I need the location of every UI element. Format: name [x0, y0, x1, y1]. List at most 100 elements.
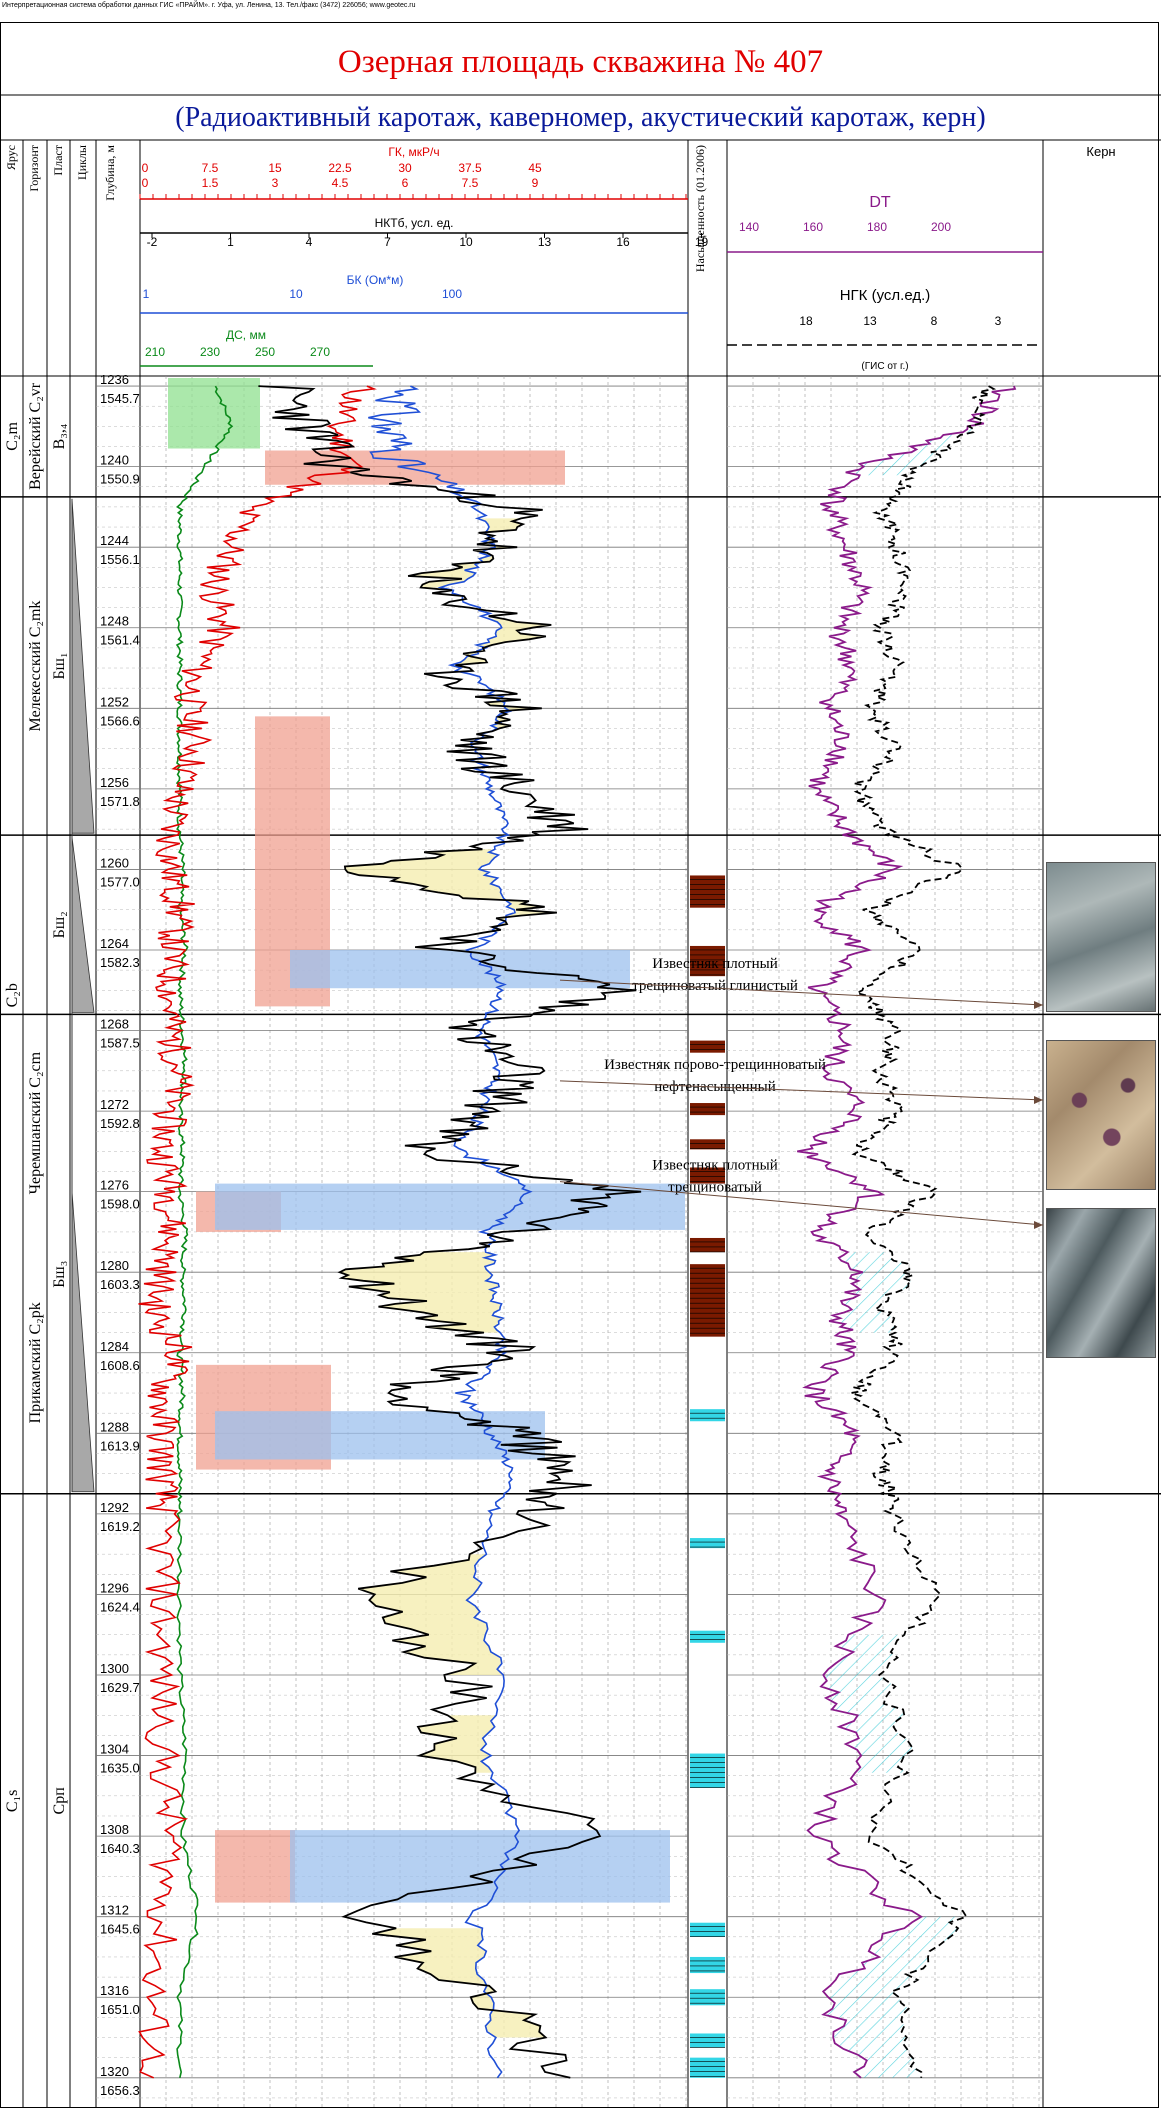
core-photo-1	[1046, 862, 1156, 1012]
saturation-interval-water	[690, 1753, 725, 1788]
depth-md-label: 1240	[100, 453, 129, 468]
bk-tick-label: 100	[442, 287, 462, 301]
dt-track-grid	[727, 376, 1043, 2108]
gk-tick-label: 4.5	[332, 176, 349, 190]
core-photo-3	[1046, 1208, 1156, 1358]
gk-tick-label: 1.5	[202, 176, 219, 190]
horizon-label: Верейский C₂vr	[27, 382, 44, 490]
gk-tick-label: 3	[272, 176, 279, 190]
annotation-arrow	[559, 1181, 1044, 1226]
bk-curve	[368, 385, 533, 2079]
depth-md-label: 1296	[100, 1580, 129, 1595]
saturation-interval-oil	[690, 1139, 725, 1150]
ngk-tick-label: 18	[799, 314, 813, 328]
annotation-arrowhead	[1034, 1096, 1043, 1104]
dt-curve	[797, 385, 1017, 2079]
ngk-tick-label: 3	[995, 314, 1002, 328]
saturation-interval-water	[690, 1538, 725, 1549]
depth-tvd-label: 1629.7	[100, 1680, 140, 1695]
gk-tick-label: 15	[268, 161, 282, 175]
column-header-kern: Керн	[1086, 144, 1115, 159]
depth-md-label: 1288	[100, 1419, 129, 1434]
nktb-bk-fill-yellow	[408, 518, 523, 588]
yarus-label: C₁s	[4, 1790, 21, 1812]
dt-tick-label: 180	[867, 220, 887, 234]
saturation-interval-water	[690, 1956, 725, 1974]
bk-scale-label: БК (Ом*м)	[347, 273, 404, 287]
saturation-interval-water	[690, 1630, 725, 1643]
annotation-arrow	[559, 979, 1044, 1006]
dt-tick-label: 160	[803, 220, 823, 234]
saturation-interval-oil	[690, 875, 725, 908]
depth-track-grid	[96, 385, 140, 2099]
ds-tick-label: 270	[310, 345, 330, 359]
bk-tick-label: 1	[143, 287, 150, 301]
plast-label: В₃,₄	[51, 423, 68, 449]
gk-fill-red	[215, 1830, 295, 1903]
depth-tvd-label: 1577.0	[100, 874, 140, 889]
gk-tick-label: 7.5	[202, 161, 219, 175]
nktb-tick-label: 7	[384, 235, 391, 249]
dt-tick-label: 200	[931, 220, 951, 234]
dt-ngk-fill-hatched	[829, 1252, 913, 1333]
gk-tick-label: 9	[532, 176, 539, 190]
depth-tvd-label: 1624.4	[100, 1599, 140, 1614]
plast-label: Срп	[51, 1787, 68, 1815]
gk-tick-label: 0	[142, 176, 149, 190]
nktb-bk-fill-yellow	[344, 849, 557, 930]
annotation-text: трещиноватый глинистый	[632, 978, 798, 994]
log-fills	[168, 378, 974, 2078]
nktb-tick-label: 4	[306, 235, 313, 249]
depth-md-label: 1276	[100, 1178, 129, 1193]
saturation-interval-oil	[690, 1237, 725, 1253]
bk-tick-label: 10	[289, 287, 303, 301]
dt-tick-label: 140	[739, 220, 759, 234]
depth-md-label: 1268	[100, 1017, 129, 1032]
column-header-yarus: Ярус	[4, 145, 18, 170]
depth-md-label: 1260	[100, 855, 129, 870]
cycle-wedge	[71, 1191, 95, 1493]
depth-md-label: 1300	[100, 1661, 129, 1676]
annotation-text: трещиноватый	[668, 1180, 762, 1196]
depth-md-label: 1312	[100, 1903, 129, 1918]
saturation-interval-oil	[690, 1040, 725, 1053]
gk-scale-label: ГК, мкР/ч	[388, 145, 439, 159]
ds-tick-label: 230	[200, 345, 220, 359]
dt-ngk-fill-hatched	[821, 1634, 914, 1773]
nktb-tick-label: 16	[616, 235, 630, 249]
depth-tvd-label: 1603.3	[100, 1277, 140, 1292]
depth-tvd-label: 1550.9	[100, 472, 140, 487]
depth-tvd-label: 1556.1	[100, 552, 140, 567]
column-header-cycles: Циклы	[75, 145, 89, 180]
nktb-bk-fill-yellow	[476, 699, 542, 738]
depth-tvd-label: 1645.6	[100, 1922, 140, 1937]
gk-tick-label: 30	[398, 161, 412, 175]
yarus-label: C₂m	[4, 422, 21, 451]
gk-tick-label: 45	[528, 161, 542, 175]
nktb-tick-label: 13	[538, 235, 552, 249]
depth-tvd-label: 1571.8	[100, 794, 140, 809]
horizon-label: Черемшанский C₂cm	[27, 1051, 44, 1194]
ds-tick-label: 250	[255, 345, 275, 359]
ngk-tick-label: 13	[863, 314, 877, 328]
ds-scale-label: ДС, мм	[226, 328, 266, 342]
depth-tvd-label: 1587.5	[100, 1036, 140, 1051]
depth-md-label: 1244	[100, 533, 129, 548]
ngk-curve	[850, 385, 997, 2078]
depth-md-label: 1248	[100, 614, 129, 629]
depth-md-label: 1292	[100, 1500, 129, 1515]
ds-tick-label: 210	[145, 345, 165, 359]
depth-md-label: 1320	[100, 2064, 129, 2079]
depth-tvd-label: 1635.0	[100, 1761, 140, 1776]
depth-tvd-label: 1566.6	[100, 713, 140, 728]
depth-md-label: 1280	[100, 1258, 129, 1273]
column-header-horizon: Горизонт	[27, 144, 41, 191]
depth-tvd-label: 1619.2	[100, 1519, 140, 1534]
saturation-interval-oil	[690, 1264, 725, 1337]
nktb-tick-label: 1	[227, 235, 234, 249]
gk-fill-red	[265, 450, 565, 485]
annotation-text: Известняк плотный	[652, 1158, 777, 1174]
bk-fill-blue	[290, 949, 630, 989]
depth-md-label: 1284	[100, 1339, 129, 1354]
